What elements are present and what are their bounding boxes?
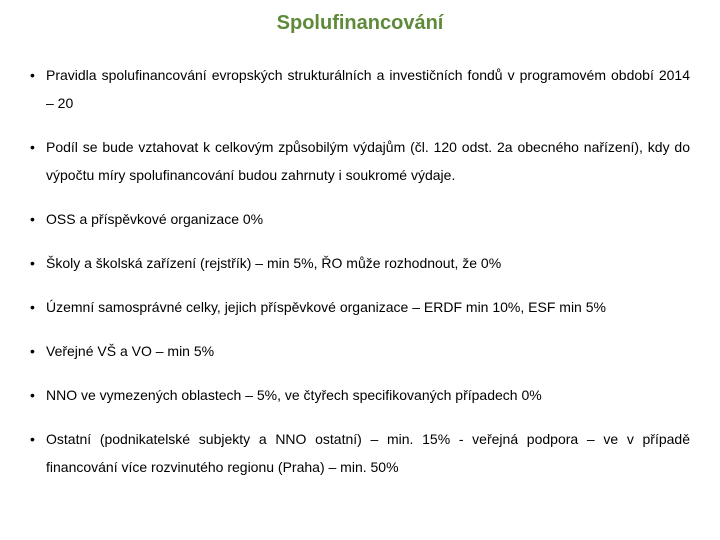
- list-item: Školy a školská zařízení (rejstřík) – mi…: [30, 249, 690, 277]
- list-item: Ostatní (podnikatelské subjekty a NNO os…: [30, 425, 690, 481]
- list-item: Veřejné VŠ a VO – min 5%: [30, 337, 690, 365]
- list-item: Územní samosprávné celky, jejich příspěv…: [30, 293, 690, 321]
- list-item: Pravidla spolufinancování evropských str…: [30, 61, 690, 117]
- page-title: Spolufinancování: [30, 12, 690, 35]
- list-item: Podíl se bude vztahovat k celkovým způso…: [30, 133, 690, 189]
- list-item: NNO ve vymezených oblastech – 5%, ve čty…: [30, 381, 690, 409]
- list-item: OSS a příspěvkové organizace 0%: [30, 205, 690, 233]
- bullet-list: Pravidla spolufinancování evropských str…: [30, 61, 690, 481]
